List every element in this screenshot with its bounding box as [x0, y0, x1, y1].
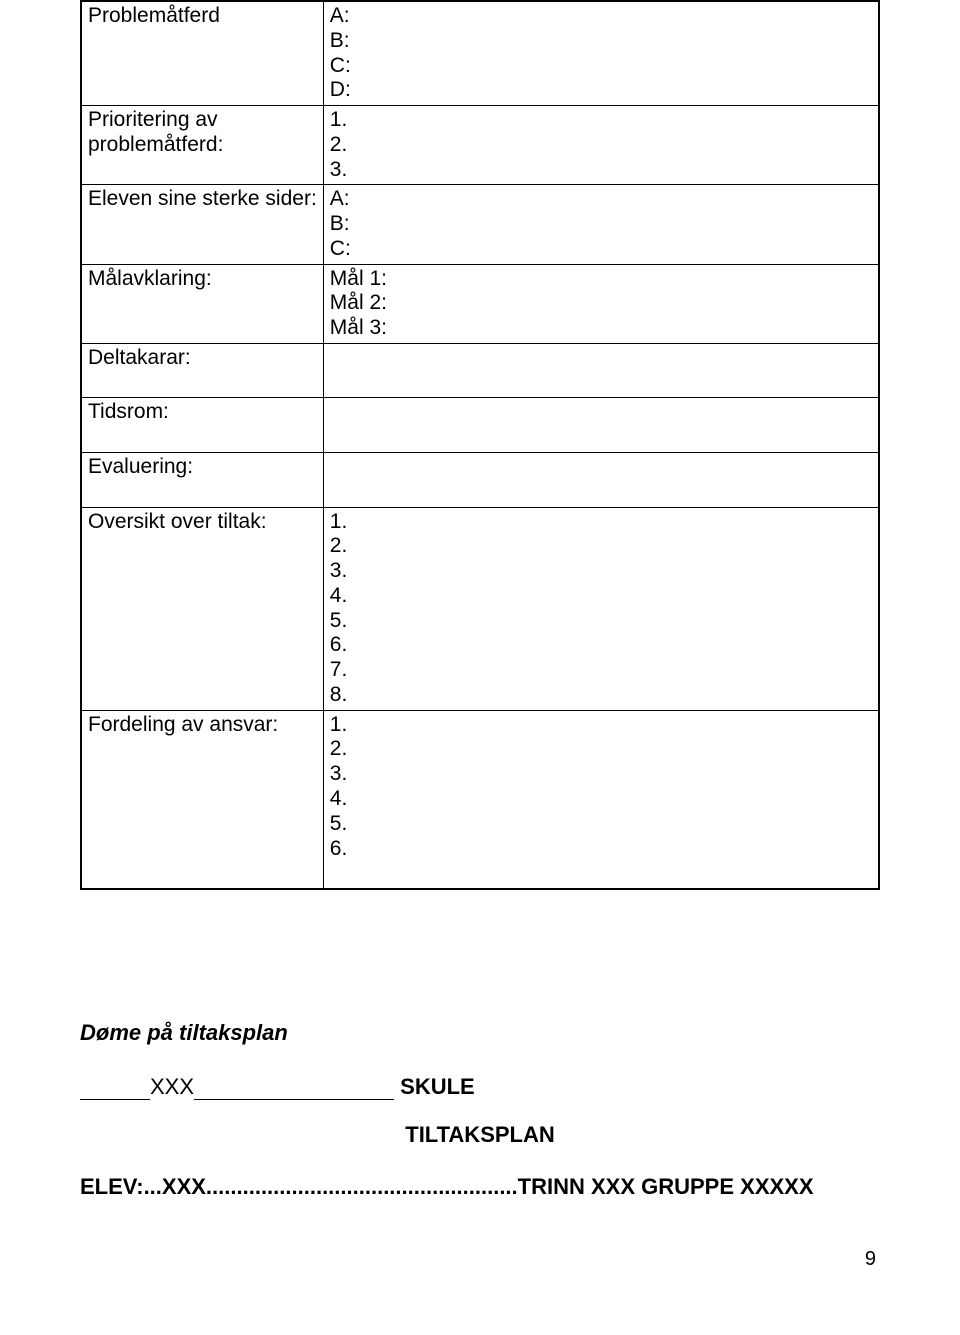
- page-number: 9: [80, 1248, 880, 1271]
- table-row-label: Evaluering:: [81, 453, 323, 508]
- table-row-value: [323, 398, 879, 453]
- skule-label: SKULE: [400, 1074, 475, 1099]
- section-heading: Døme på tiltaksplan: [80, 1020, 880, 1046]
- table-row-label: Målavklaring:: [81, 264, 323, 343]
- table-row-value: [323, 343, 879, 398]
- table-row-value: A:B:C:: [323, 185, 879, 264]
- table-row-label: Prioritering avproblemåtferd:: [81, 106, 323, 185]
- skule-line: XXX SKULE: [80, 1074, 880, 1100]
- table-row-value: 1.2.3.4.5.6.7.8.: [323, 507, 879, 710]
- elev-line: ELEV:...XXX.............................…: [80, 1174, 880, 1200]
- table-row-value: 1.2.3.4.5.6.: [323, 710, 879, 889]
- table-row-value: A:B:C:D:: [323, 1, 879, 106]
- table-row-value: Mål 1:Mål 2:Mål 3:: [323, 264, 879, 343]
- table-row-label: Fordeling av ansvar:: [81, 710, 323, 889]
- main-table: ProblemåtferdA:B:C:D:Prioritering avprob…: [80, 0, 880, 890]
- tiltaksplan-heading: TILTAKSPLAN: [80, 1122, 880, 1148]
- table-row-label: Problemåtferd: [81, 1, 323, 106]
- table-row-value: [323, 453, 879, 508]
- table-row-label: Eleven sine sterke sider:: [81, 185, 323, 264]
- skule-xxx: XXX: [150, 1074, 194, 1099]
- table-row-value: 1.2.3.: [323, 106, 879, 185]
- table-row-label: Deltakarar:: [81, 343, 323, 398]
- table-row-label: Tidsrom:: [81, 398, 323, 453]
- table-row-label: Oversikt over tiltak:: [81, 507, 323, 710]
